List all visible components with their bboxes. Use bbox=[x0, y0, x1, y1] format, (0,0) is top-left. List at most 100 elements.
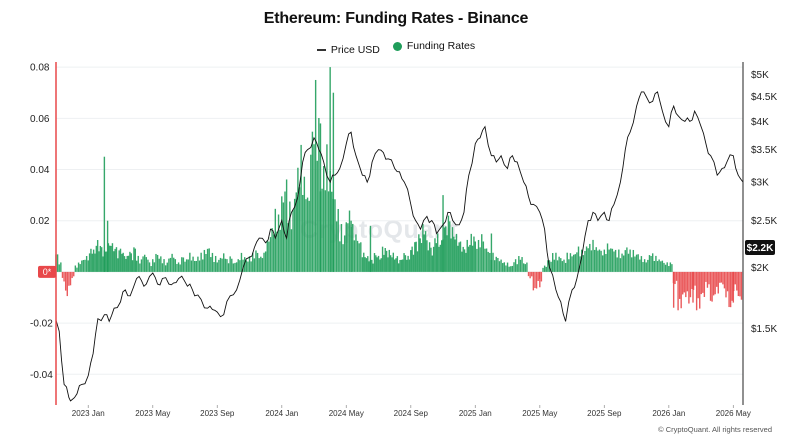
funding-bar bbox=[461, 251, 463, 272]
funding-bar bbox=[88, 253, 91, 272]
funding-bar bbox=[193, 260, 196, 272]
funding-bar bbox=[364, 257, 366, 272]
funding-bar bbox=[428, 242, 431, 272]
funding-bar bbox=[564, 262, 567, 272]
funding-bar bbox=[446, 235, 448, 272]
funding-bar bbox=[369, 225, 372, 272]
funding-bar bbox=[396, 256, 399, 272]
funding-bar bbox=[689, 271, 692, 298]
funding-bar bbox=[519, 259, 522, 272]
funding-bar bbox=[227, 263, 230, 272]
funding-bar bbox=[269, 237, 272, 272]
x-tick-label: 2026 Jan bbox=[652, 409, 685, 418]
funding-bar bbox=[672, 271, 675, 308]
funding-bar bbox=[732, 271, 735, 303]
funding-bar bbox=[200, 252, 202, 272]
funding-bar bbox=[455, 233, 458, 272]
funding-bar bbox=[436, 233, 439, 272]
legend-item-funding[interactable]: Funding Rates bbox=[392, 40, 475, 52]
funding-bar bbox=[139, 263, 141, 272]
funding-bar bbox=[518, 256, 520, 272]
funding-bar bbox=[295, 192, 297, 272]
funding-bar bbox=[624, 250, 626, 272]
funding-bar bbox=[60, 262, 62, 272]
funding-bar bbox=[261, 258, 264, 272]
zero-badge-bg bbox=[38, 265, 56, 278]
funding-bar bbox=[367, 256, 369, 272]
funding-bar bbox=[135, 260, 138, 272]
funding-bar bbox=[161, 263, 164, 272]
funding-bar bbox=[408, 259, 411, 272]
funding-bar bbox=[318, 117, 320, 272]
funding-bar bbox=[411, 246, 413, 272]
funding-bar bbox=[361, 257, 364, 272]
funding-bar bbox=[168, 258, 170, 272]
funding-bar bbox=[331, 191, 333, 272]
funding-bar bbox=[81, 260, 83, 272]
funding-bar bbox=[647, 259, 649, 272]
funding-bar bbox=[627, 253, 630, 272]
funding-bar bbox=[508, 266, 510, 272]
funding-bar bbox=[117, 258, 119, 272]
funding-bar bbox=[511, 265, 514, 272]
funding-bar bbox=[258, 258, 260, 272]
funding-bar bbox=[74, 265, 77, 272]
funding-bar bbox=[290, 229, 293, 272]
funding-bar bbox=[451, 227, 454, 272]
funding-bar bbox=[664, 264, 667, 272]
funding-bar bbox=[492, 252, 494, 272]
x-axis-ticks: 2023 Jan 2023 May 2023 Sep 2024 Jan 2024 May… bbox=[72, 405, 751, 418]
funding-bar bbox=[410, 250, 412, 272]
funding-bar bbox=[99, 245, 102, 272]
funding-bar bbox=[84, 259, 86, 272]
zero-badge-text: 0* bbox=[43, 267, 52, 277]
funding-bar bbox=[242, 259, 244, 272]
funding-bar bbox=[722, 271, 724, 285]
funding-bar bbox=[211, 252, 214, 272]
funding-bar bbox=[281, 196, 283, 272]
right-tick-label: $2.5K bbox=[751, 216, 777, 227]
funding-bar bbox=[467, 246, 470, 272]
funding-bar bbox=[729, 271, 732, 308]
x-tick-label: 2025 Jan bbox=[459, 409, 492, 418]
funding-bar bbox=[479, 247, 481, 272]
funding-bar bbox=[210, 257, 212, 272]
funding-bar bbox=[650, 255, 652, 272]
funding-bar bbox=[726, 271, 729, 292]
funding-bar bbox=[287, 223, 289, 272]
funding-bar bbox=[618, 249, 620, 272]
funding-bar bbox=[482, 241, 485, 272]
funding-bar bbox=[503, 262, 506, 272]
grid bbox=[56, 66, 743, 375]
funding-bar bbox=[276, 231, 278, 272]
funding-bar bbox=[663, 262, 665, 272]
funding-bar bbox=[334, 199, 336, 272]
funding-bar bbox=[606, 243, 609, 272]
funding-bar bbox=[412, 254, 415, 272]
funding-bar bbox=[152, 259, 154, 272]
funding-bar bbox=[587, 248, 589, 272]
funding-bar bbox=[302, 194, 304, 272]
right-axis-ticks: $5K $4.5K $4K $3.5K $3K $2.5K $2K $1.5K bbox=[751, 70, 777, 335]
funding-bar bbox=[377, 255, 380, 272]
x-tick-label: 2024 Sep bbox=[394, 409, 429, 418]
funding-bar bbox=[324, 190, 327, 272]
funding-bar bbox=[229, 256, 231, 272]
funding-bar bbox=[282, 202, 285, 272]
funding-bar bbox=[714, 271, 716, 295]
funding-bar bbox=[114, 248, 116, 272]
funding-bar bbox=[658, 259, 660, 272]
funding-bar bbox=[356, 240, 359, 272]
funding-bar bbox=[552, 253, 554, 272]
funding-bar bbox=[131, 260, 134, 272]
funding-bar bbox=[439, 244, 442, 272]
funding-bar bbox=[502, 263, 504, 272]
funding-bar bbox=[632, 249, 635, 272]
funding-bar bbox=[600, 250, 602, 272]
funding-bar bbox=[179, 264, 181, 272]
funding-bar bbox=[255, 250, 257, 272]
legend-item-price[interactable]: Price USD bbox=[316, 44, 380, 56]
funding-bar bbox=[156, 254, 159, 272]
funding-bar bbox=[134, 248, 136, 272]
funding-bar bbox=[677, 271, 679, 311]
